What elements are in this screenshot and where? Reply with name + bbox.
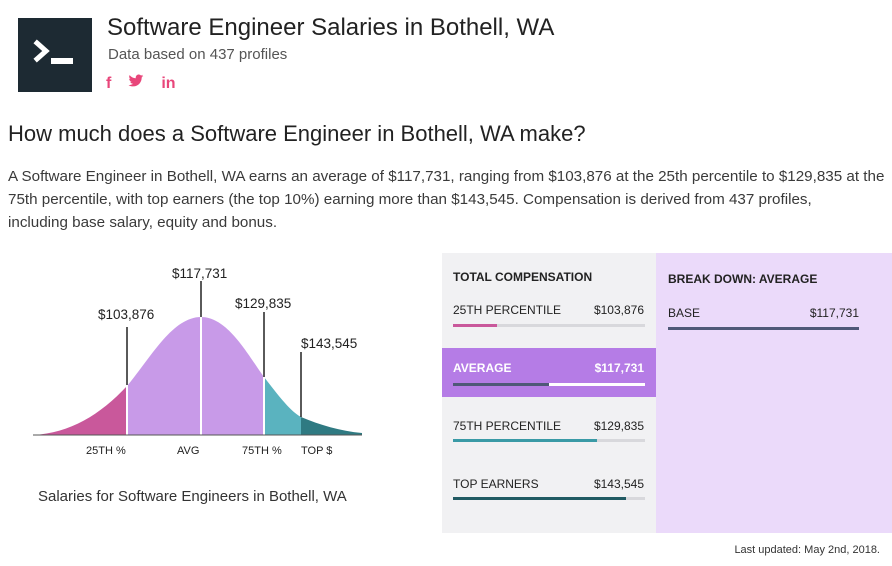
- comp-row-value: $143,545: [593, 477, 644, 491]
- summary-line: 75th percentile, with top earners (the t…: [8, 191, 812, 208]
- linkedin-icon[interactable]: in: [161, 75, 176, 92]
- comp-row-track: [453, 324, 645, 327]
- comp-row-fill: [453, 324, 498, 327]
- summary-line: A Software Engineer in Bothell, WA earns…: [8, 168, 885, 185]
- facebook-icon[interactable]: f: [106, 75, 112, 92]
- page-title: Software Engineer Salaries in Bothell, W…: [107, 14, 555, 41]
- comp-row-label: TOP EARNERS: [453, 477, 539, 491]
- marker-value-avg: $117,731: [172, 266, 227, 281]
- comp-row-label: 25TH PERCENTILE: [453, 303, 562, 317]
- breakdown-value: $117,731: [809, 306, 859, 320]
- comp-row-top[interactable]: TOP EARNERS $143,545: [442, 466, 656, 516]
- axis-label-avg: AVG: [177, 445, 199, 457]
- axis-label-p75: 75TH %: [242, 445, 282, 457]
- comp-row-value: $117,731: [594, 361, 644, 375]
- company-logo: [18, 18, 92, 92]
- comp-row-track: [453, 497, 645, 500]
- marker-value-top: $143,545: [301, 336, 357, 351]
- salary-summary: A Software Engineer in Bothell, WA earns…: [8, 165, 892, 234]
- breakdown-heading: BREAK DOWN: AVERAGE: [668, 272, 818, 286]
- comp-row-fill: [453, 497, 626, 500]
- curve-segment-avg: [127, 317, 264, 435]
- comp-row-track: [453, 383, 645, 386]
- comp-row-value: $103,876: [593, 303, 644, 317]
- twitter-icon[interactable]: [128, 74, 144, 94]
- comp-row-p25[interactable]: 25TH PERCENTILE $103,876: [442, 293, 656, 343]
- last-updated: Last updated: May 2nd, 2018.: [734, 544, 880, 556]
- curve-caption: Salaries for Software Engineers in Bothe…: [38, 488, 347, 505]
- comp-row-track: [453, 439, 645, 442]
- comp-row-fill: [453, 439, 597, 442]
- curve-segment-top: [301, 417, 362, 435]
- comp-row-value: $129,835: [593, 419, 644, 433]
- axis-label-p25: 25TH %: [86, 445, 126, 457]
- comp-row-label: 75TH PERCENTILE: [453, 419, 562, 433]
- marker-value-p25: $103,876: [98, 307, 154, 322]
- breakdown-label: BASE: [668, 306, 701, 320]
- breakdown-bar: [668, 327, 859, 330]
- terminal-icon: [33, 39, 73, 64]
- salary-distribution-curve: $103,876 $117,731 $129,835 $143,545 25TH…: [0, 255, 420, 470]
- profile-count: Data based on 437 profiles: [108, 46, 288, 63]
- curve-segment-p25: [33, 386, 127, 435]
- breakdown-panel: BREAK DOWN: AVERAGE BASE $117,731: [656, 253, 892, 533]
- comp-row-average[interactable]: AVERAGE $117,731: [442, 348, 656, 397]
- curve-segment-p75: [264, 377, 301, 435]
- total-compensation-panel: TOTAL COMPENSATION 25TH PERCENTILE $103,…: [442, 253, 656, 533]
- summary-line: including base salary, equity and bonus.: [8, 214, 278, 231]
- social-links: f in: [106, 74, 176, 94]
- axis-label-top: TOP $: [301, 445, 332, 457]
- comp-row-p75[interactable]: 75TH PERCENTILE $129,835: [442, 408, 656, 458]
- total-compensation-heading: TOTAL COMPENSATION: [453, 270, 593, 284]
- marker-value-p75: $129,835: [235, 296, 291, 311]
- comp-row-fill: [453, 383, 549, 386]
- section-heading: How much does a Software Engineer in Bot…: [8, 121, 586, 146]
- comp-row-label: AVERAGE: [453, 361, 512, 375]
